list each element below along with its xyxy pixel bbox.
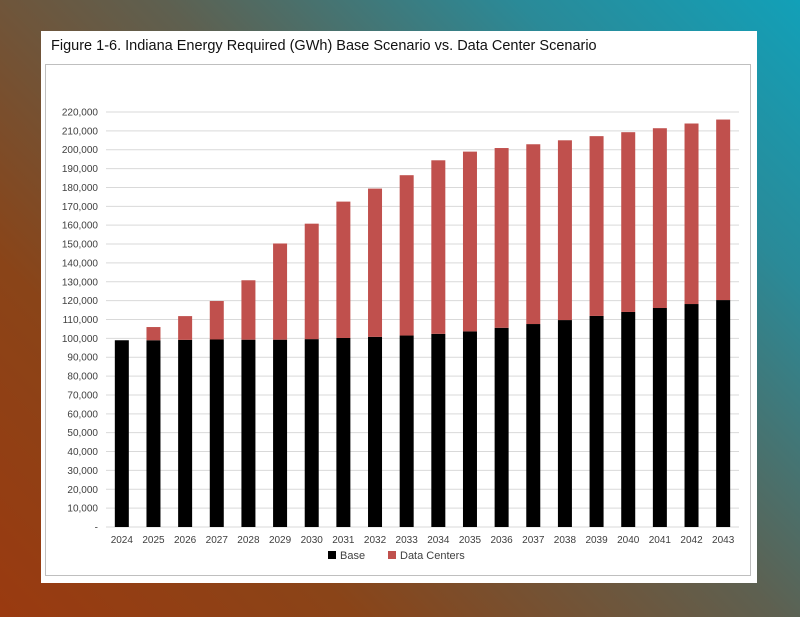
bar-base (114, 340, 129, 527)
bar-data-centers (716, 119, 731, 301)
y-tick-label: 150,000 (62, 240, 99, 251)
bar-base (462, 331, 477, 527)
bar-base (652, 307, 667, 527)
legend-label-data-centers: Data Centers (400, 550, 465, 562)
bar-data-centers (399, 175, 414, 336)
x-tick-label: 2036 (491, 535, 514, 546)
y-tick-label: 210,000 (62, 126, 99, 137)
x-tick-label: 2041 (649, 535, 672, 546)
bar-data-centers (589, 136, 604, 316)
x-tick-label: 2030 (301, 535, 324, 546)
y-tick-label: 80,000 (67, 372, 98, 383)
bar-base (589, 315, 604, 527)
bar-data-centers (652, 128, 667, 308)
bar-data-centers (684, 123, 699, 305)
bar-data-centers (209, 301, 224, 340)
x-tick-label: 2027 (206, 535, 229, 546)
x-tick-label: 2037 (522, 535, 545, 546)
y-tick-label: 40,000 (67, 447, 98, 458)
x-tick-label: 2024 (111, 535, 134, 546)
bar-base (241, 339, 256, 527)
bar-base (557, 320, 572, 527)
bar-data-centers (273, 243, 288, 340)
bar-data-centers (621, 132, 636, 312)
bar-base (526, 324, 541, 527)
bar-data-centers (241, 280, 256, 340)
chart-area: - 10,000 20,000 30,000 40,000 50,000 60,000 70,… (45, 64, 751, 576)
x-tick-label: 2025 (142, 535, 165, 546)
y-tick-label: 130,000 (62, 277, 99, 288)
y-tick-label: 200,000 (62, 145, 99, 156)
bar-base (178, 339, 193, 527)
bar-base (146, 340, 161, 527)
bar-base (494, 327, 509, 527)
bar-data-centers (557, 140, 572, 321)
x-tick-label: 2040 (617, 535, 640, 546)
bar-data-centers (146, 327, 161, 341)
bar-base (336, 337, 351, 527)
bar-data-centers (178, 316, 193, 340)
stacked-bar-chart: - 10,000 20,000 30,000 40,000 50,000 60,000 70,… (62, 108, 739, 562)
x-tick-label: 2031 (332, 535, 355, 546)
bar-data-centers (526, 144, 541, 325)
bar-base (684, 304, 699, 527)
x-tick-label: 2043 (712, 535, 735, 546)
bar-data-centers (368, 188, 383, 337)
y-tick-label: 160,000 (62, 221, 99, 232)
x-tick-label: 2042 (680, 535, 703, 546)
bar-data-centers (494, 148, 509, 328)
bar-base (716, 300, 731, 527)
figure-card: Figure 1-6. Indiana Energy Required (GWh… (41, 31, 757, 583)
bar-data-centers (431, 160, 446, 334)
x-tick-label: 2028 (237, 535, 260, 546)
bar-data-centers (336, 201, 351, 338)
y-tick-label: 90,000 (67, 353, 98, 364)
y-tick-label: 110,000 (63, 315, 99, 326)
legend-swatch-base (328, 551, 336, 559)
y-tick-label: 60,000 (67, 409, 98, 420)
y-tick-label: 100,000 (62, 334, 99, 345)
y-tick-label: 120,000 (62, 296, 99, 307)
bar-base (399, 335, 414, 527)
x-tick-label: 2029 (269, 535, 292, 546)
y-tick-label: 20,000 (67, 485, 98, 496)
y-tick-label: 220,000 (62, 108, 99, 119)
y-tick-label: 70,000 (67, 390, 98, 401)
x-tick-label: 2039 (585, 535, 608, 546)
figure-title: Figure 1-6. Indiana Energy Required (GWh… (51, 38, 597, 54)
x-tick-label: 2038 (554, 535, 577, 546)
y-tick-label: - (95, 523, 98, 534)
bar-base (209, 339, 224, 527)
y-tick-label: 10,000 (67, 504, 98, 515)
bar-base (621, 311, 636, 527)
y-tick-label: 140,000 (62, 258, 99, 269)
bar-base (431, 333, 446, 527)
y-tick-label: 180,000 (62, 183, 99, 194)
x-tick-label: 2026 (174, 535, 197, 546)
x-tick-label: 2034 (427, 535, 450, 546)
y-tick-label: 170,000 (62, 202, 99, 213)
y-tick-label: 190,000 (62, 164, 99, 175)
bar-base (304, 339, 319, 527)
x-tick-label: 2032 (364, 535, 387, 546)
y-tick-label: 50,000 (67, 428, 98, 439)
bar-data-centers (462, 151, 477, 332)
x-tick-label: 2035 (459, 535, 482, 546)
bar-data-centers (304, 223, 319, 340)
x-tick-label: 2033 (396, 535, 419, 546)
legend-label-base: Base (340, 550, 365, 562)
legend-swatch-data-centers (388, 551, 396, 559)
y-tick-label: 30,000 (67, 466, 98, 477)
bar-base (273, 339, 288, 527)
bar-base (368, 336, 383, 527)
